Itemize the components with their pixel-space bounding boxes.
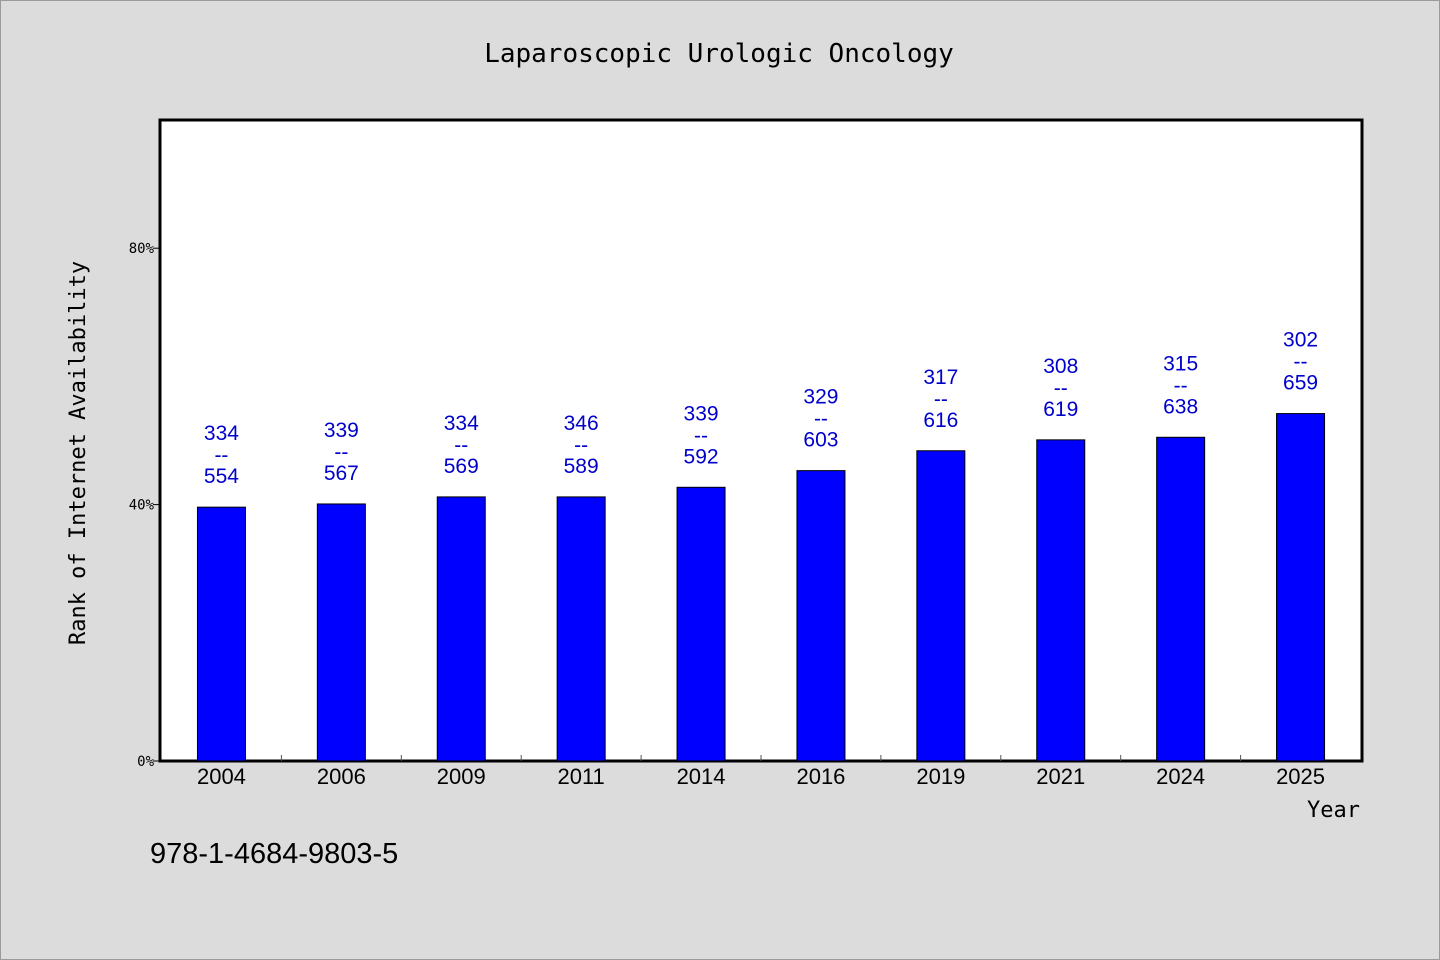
data-label-sep: -- <box>1294 351 1308 374</box>
bar-2004 <box>196 506 246 762</box>
bar-2024 <box>1156 436 1206 762</box>
data-label-sep: -- <box>694 424 708 447</box>
data-label-top: 339 <box>684 402 719 425</box>
data-labels-group: 334--554339--567334--569346--589339--592… <box>204 329 1318 489</box>
x-tick-label: 2025 <box>1276 764 1325 789</box>
x-tick-label: 2016 <box>796 764 845 789</box>
bar-2006 <box>316 503 366 762</box>
bar-2009 <box>436 496 486 762</box>
bar-2016 <box>796 470 846 762</box>
data-label-top: 346 <box>564 412 599 435</box>
data-label-top: 329 <box>803 386 838 409</box>
y-axis-title: Rank of Internet Availability <box>66 261 91 645</box>
data-label-sep: -- <box>334 441 348 464</box>
data-label-top: 308 <box>1043 355 1078 378</box>
bars-group <box>196 413 1326 762</box>
x-axis: 2004 2006 2009 2011 2014 2016 2019 2021 2024 2025 <box>197 755 1325 789</box>
data-label-top: 302 <box>1283 329 1318 352</box>
data-label-bottom: 619 <box>1043 398 1078 421</box>
data-label-sep: -- <box>1054 377 1068 400</box>
data-label-sep: -- <box>214 444 228 467</box>
data-label-bottom: 569 <box>444 455 479 478</box>
x-tick-label: 2021 <box>1036 764 1085 789</box>
chart-title: Laparoscopic Urologic Oncology <box>484 39 954 69</box>
data-label-sep: -- <box>574 434 588 457</box>
x-tick-label: 2024 <box>1156 764 1205 789</box>
data-label-sep: -- <box>934 388 948 411</box>
y-tick-label: 40% <box>129 498 155 514</box>
bar-2011 <box>556 496 606 762</box>
data-label-top: 317 <box>923 366 958 389</box>
data-label-top: 339 <box>324 419 359 442</box>
data-label-top: 315 <box>1163 352 1198 375</box>
y-axis: 0% 40% 80% <box>129 241 160 770</box>
data-label-bottom: 616 <box>923 409 958 432</box>
y-tick-label: 80% <box>129 241 155 257</box>
bar-2019 <box>916 450 966 762</box>
data-label-top: 334 <box>204 422 239 445</box>
x-tick-label: 2019 <box>916 764 965 789</box>
isbn-footer: 978-1-4684-9803-5 <box>150 838 398 870</box>
x-tick-label: 2004 <box>197 764 246 789</box>
data-label-sep: -- <box>1174 374 1188 397</box>
x-tick-label: 2006 <box>317 764 366 789</box>
x-tick-label: 2014 <box>677 764 726 789</box>
bar-2025 <box>1276 413 1326 762</box>
data-label-bottom: 603 <box>803 429 838 452</box>
bar-2014 <box>676 486 726 762</box>
data-label-bottom: 659 <box>1283 372 1318 395</box>
x-tick-label: 2009 <box>437 764 486 789</box>
data-label-bottom: 638 <box>1163 395 1198 418</box>
x-axis-title: Year <box>1307 798 1360 823</box>
data-label-bottom: 592 <box>684 445 719 468</box>
y-tick-label: 0% <box>137 754 154 770</box>
bar-2021 <box>1036 439 1086 762</box>
data-label-sep: -- <box>454 434 468 457</box>
data-label-bottom: 589 <box>564 455 599 478</box>
x-tick-label: 2011 <box>557 764 604 789</box>
data-label-top: 334 <box>444 412 479 435</box>
data-label-sep: -- <box>814 408 828 431</box>
data-label-bottom: 567 <box>324 462 359 485</box>
data-label-bottom: 554 <box>204 465 239 488</box>
